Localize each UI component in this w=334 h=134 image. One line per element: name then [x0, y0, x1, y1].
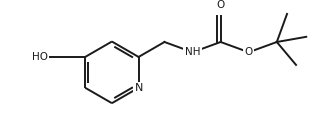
Text: N: N: [134, 83, 143, 93]
Text: NH: NH: [185, 47, 200, 57]
Text: HO: HO: [32, 52, 48, 62]
Text: O: O: [244, 47, 253, 57]
Text: O: O: [216, 0, 225, 10]
